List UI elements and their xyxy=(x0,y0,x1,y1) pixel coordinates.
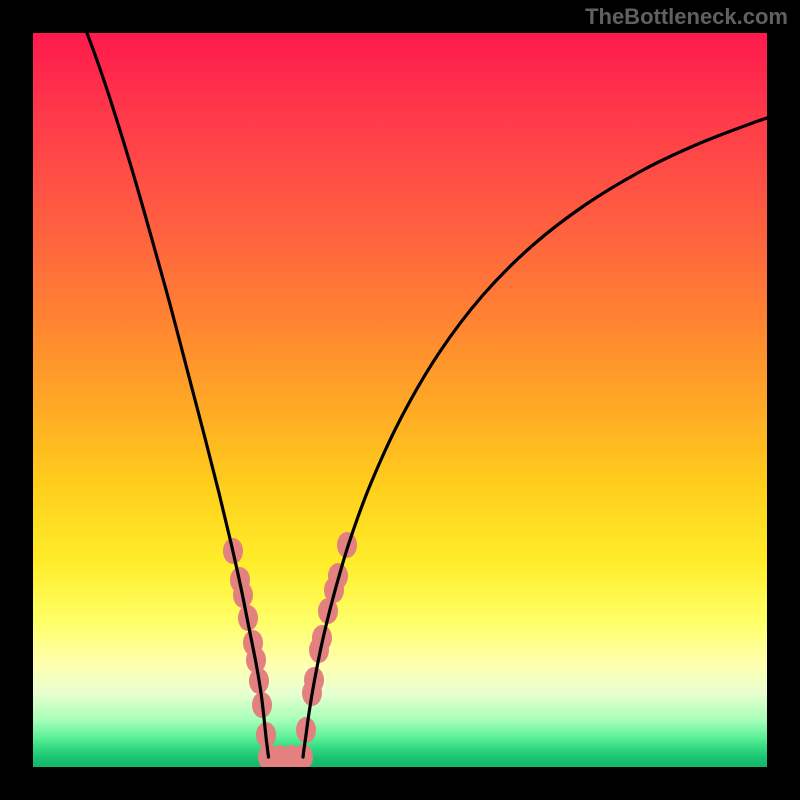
bottleneck-curve-left xyxy=(87,33,269,757)
watermark-text: TheBottleneck.com xyxy=(585,4,788,30)
plot-area xyxy=(33,33,767,767)
bottleneck-curve-right xyxy=(303,118,767,757)
chart-container: TheBottleneck.com xyxy=(0,0,800,800)
marker-group xyxy=(223,532,357,767)
chart-overlay xyxy=(33,33,767,767)
